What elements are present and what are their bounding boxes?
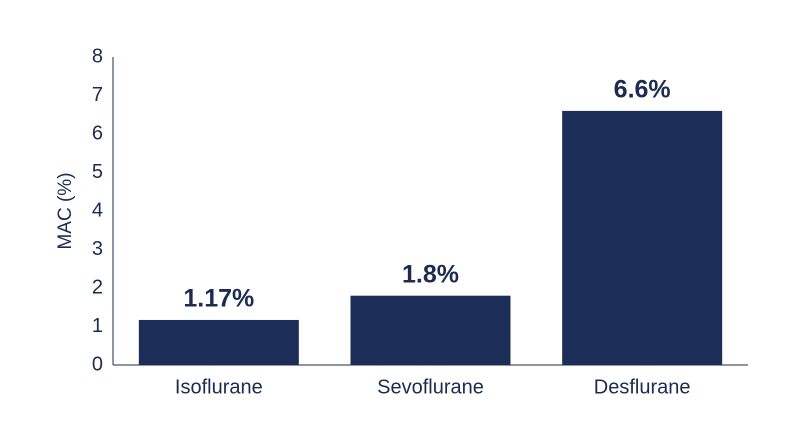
y-tick-label: 5 [92, 161, 103, 183]
y-tick-label: 0 [92, 353, 103, 375]
y-tick-label: 6 [92, 122, 103, 144]
x-tick-label: Isoflurane [175, 376, 263, 398]
value-label: 1.17% [183, 285, 254, 313]
y-tick-label: 3 [92, 238, 103, 260]
x-tick-label: Desflurane [594, 376, 691, 398]
value-label: 6.6% [614, 76, 671, 104]
bar [138, 319, 299, 365]
bar [562, 110, 723, 366]
y-tick-label: 7 [92, 84, 103, 106]
value-label: 1.8% [402, 260, 459, 288]
y-tick-label: 4 [92, 199, 103, 221]
y-tick-label: 8 [92, 45, 103, 67]
y-tick-label: 2 [92, 276, 103, 298]
x-tick-label: Sevoflurane [377, 376, 484, 398]
y-axis-label: MAC (%) [55, 172, 76, 249]
bar [350, 295, 511, 365]
y-tick-label: 1 [92, 315, 103, 337]
